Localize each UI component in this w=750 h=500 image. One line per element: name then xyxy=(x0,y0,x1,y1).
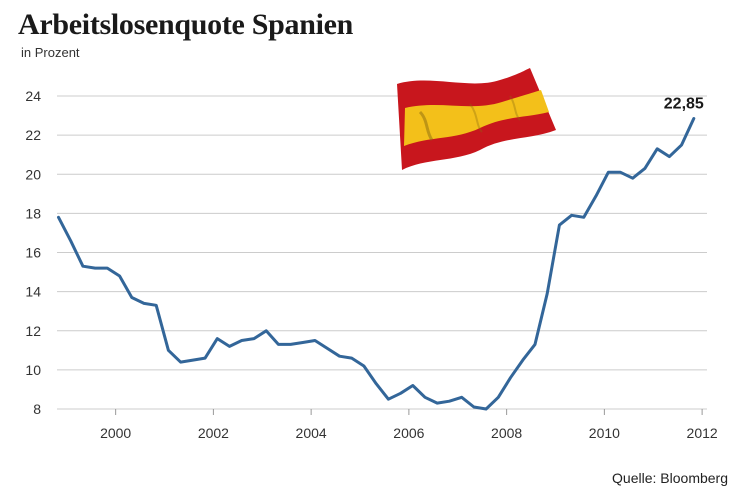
chart-title: Arbeitslosenquote Spanien xyxy=(18,8,354,41)
y-tick-label: 20 xyxy=(25,166,41,182)
series-line xyxy=(57,117,696,411)
x-tick-label: 2010 xyxy=(589,425,620,441)
x-tick-label: 2002 xyxy=(198,425,229,441)
chart-subtitle: in Prozent xyxy=(21,45,80,60)
x-tick-label: 2006 xyxy=(393,425,424,441)
y-tick-label: 12 xyxy=(25,323,41,339)
y-tick-label: 8 xyxy=(33,401,41,417)
y-tick-label: 14 xyxy=(25,284,41,300)
spain-flag-icon xyxy=(397,68,556,170)
x-axis-ticks: 2000 2002 2004 2006 2008 2010 2012 xyxy=(100,409,718,441)
x-tick-label: 2000 xyxy=(100,425,131,441)
last-value-label: 22,85 xyxy=(664,95,704,112)
x-tick-label: 2008 xyxy=(491,425,522,441)
x-tick-label: 2004 xyxy=(296,425,327,441)
y-tick-label: 16 xyxy=(25,245,41,261)
y-tick-label: 22 xyxy=(25,127,41,143)
source-note: Quelle: Bloomberg xyxy=(612,470,728,486)
x-tick-label: 2012 xyxy=(687,425,718,441)
y-tick-label: 10 xyxy=(25,362,41,378)
y-tick-label: 24 xyxy=(25,88,41,104)
y-tick-label: 18 xyxy=(25,205,41,221)
y-axis-ticks: 8 10 12 14 16 18 20 22 24 xyxy=(25,88,41,417)
grid-lines xyxy=(57,95,707,410)
